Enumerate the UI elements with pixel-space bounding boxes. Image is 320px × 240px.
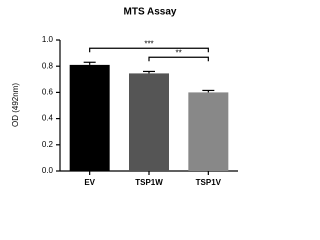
y-tick-label: 1.0 (42, 35, 54, 44)
error-bar (83, 61, 96, 65)
error-bar (202, 89, 215, 93)
bar (69, 64, 110, 171)
y-tick-label: 0.2 (42, 140, 54, 149)
significance-bracket (89, 47, 209, 53)
significance-bracket (148, 56, 209, 62)
page: {"chart_data": {"type": "bar", "title": … (11, 6, 238, 188)
error-bar (143, 70, 155, 74)
x-tick-label: EV (84, 178, 95, 187)
chart: MTS Assay OD (492nm) 0.0 0.2 0.4 0.6 0.8 1.0 E… (11, 7, 238, 187)
chart-title: MTS Assay (124, 7, 177, 18)
x-tick-label: TSP1V (196, 178, 222, 187)
bar (188, 92, 229, 171)
y-tick-label: 0.6 (42, 88, 54, 97)
y-tick-label: 0.8 (42, 61, 54, 70)
significance-label: ** (176, 48, 182, 57)
y-tick-label: 0.0 (42, 166, 54, 175)
y-tick-label: 0.4 (42, 114, 54, 123)
bar (129, 73, 169, 171)
x-tick-label: TSP1W (135, 178, 163, 187)
y-axis-label: OD (492nm) (11, 83, 20, 127)
significance-label: *** (144, 39, 153, 48)
